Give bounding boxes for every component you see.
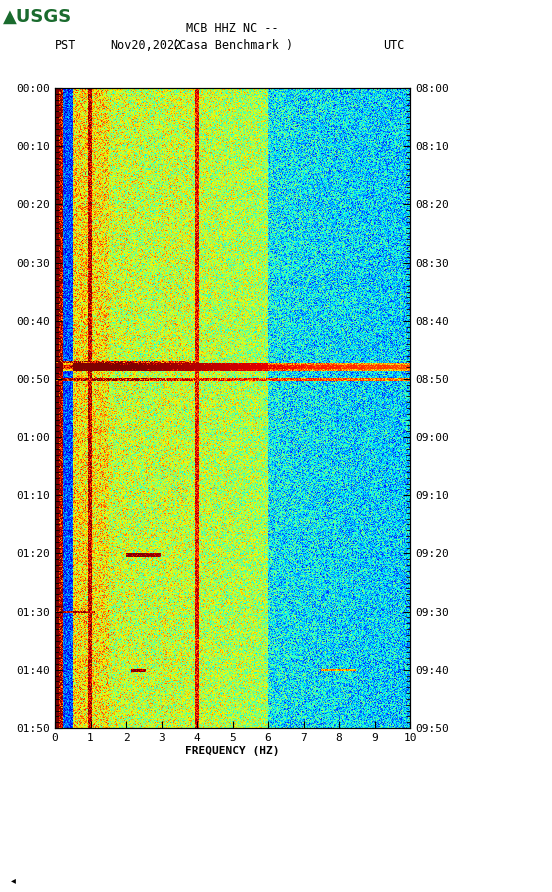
Text: ◂: ◂ — [11, 875, 16, 885]
X-axis label: FREQUENCY (HZ): FREQUENCY (HZ) — [185, 746, 280, 756]
Text: PST: PST — [55, 39, 76, 52]
Text: (Casa Benchmark ): (Casa Benchmark ) — [172, 39, 293, 52]
Text: UTC: UTC — [383, 39, 405, 52]
Text: MCB HHZ NC --: MCB HHZ NC -- — [186, 22, 279, 35]
Text: ▲USGS: ▲USGS — [3, 8, 72, 26]
Text: Nov20,2022: Nov20,2022 — [110, 39, 182, 52]
